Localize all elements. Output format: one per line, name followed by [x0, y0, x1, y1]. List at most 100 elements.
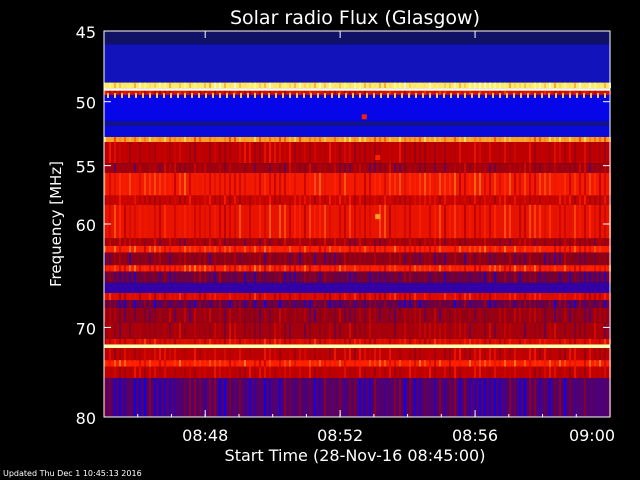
band-texture [589, 195, 591, 205]
band-texture [264, 204, 266, 239]
pulse-mark [534, 92, 536, 98]
band-texture [364, 293, 366, 301]
pulse-mark [541, 92, 543, 98]
band-texture [349, 142, 351, 164]
band-texture [214, 142, 216, 164]
band-texture [454, 271, 456, 283]
band-texture [239, 378, 241, 417]
band-texture [379, 82, 381, 89]
band-texture [129, 271, 131, 283]
band-texture [204, 195, 206, 205]
band-texture [354, 338, 356, 345]
band-texture [584, 271, 586, 283]
band-texture [594, 322, 596, 339]
band-texture [529, 246, 531, 253]
band-texture [244, 246, 246, 253]
band-texture [159, 163, 161, 173]
band-texture [544, 348, 546, 361]
band-texture [489, 338, 491, 345]
y-tick-label: 55 [76, 158, 96, 177]
band-texture [259, 338, 261, 345]
band-texture [524, 366, 526, 379]
band-texture [434, 360, 436, 367]
band-texture [384, 195, 386, 205]
band-texture [494, 271, 496, 283]
band-texture [594, 195, 596, 205]
band-texture [384, 238, 386, 246]
band-texture [199, 360, 201, 367]
band-texture [269, 172, 271, 196]
band-texture [324, 348, 326, 361]
band-texture [329, 293, 331, 301]
band-texture [574, 82, 576, 89]
band-texture [274, 271, 276, 283]
band-texture [349, 195, 351, 205]
band-texture [364, 163, 366, 173]
band-texture [454, 163, 456, 173]
band-texture [149, 136, 151, 143]
band-texture [324, 163, 326, 173]
band-texture [254, 90, 256, 95]
band-texture [574, 378, 576, 417]
band-texture [544, 246, 546, 253]
band-texture [509, 360, 511, 367]
band-texture [579, 265, 581, 272]
band-texture [189, 82, 191, 89]
band-texture [484, 360, 486, 367]
band-texture [219, 348, 221, 361]
band-texture [234, 271, 236, 283]
band-texture [314, 322, 316, 339]
band-texture [484, 307, 486, 323]
band-texture [239, 172, 241, 196]
band-texture [174, 322, 176, 339]
pulse-mark [275, 92, 277, 98]
band-texture [204, 142, 206, 164]
band-texture [149, 252, 151, 266]
band-texture [134, 378, 136, 417]
band-texture [334, 82, 336, 89]
band-texture [269, 378, 271, 417]
band-texture [109, 90, 111, 95]
band-texture [289, 246, 291, 253]
band-texture [369, 136, 371, 143]
pulse-mark [156, 92, 158, 98]
band-texture [464, 348, 466, 361]
band-texture [269, 204, 271, 239]
band-texture [104, 307, 106, 323]
band-texture [484, 252, 486, 266]
band-texture [579, 246, 581, 253]
band-texture [144, 265, 146, 272]
band-texture [264, 82, 266, 89]
band-texture [474, 348, 476, 361]
band-texture [439, 338, 441, 345]
band-texture [384, 172, 386, 196]
frequency-band [104, 136, 610, 143]
band-texture [314, 136, 316, 143]
band-texture [249, 163, 251, 173]
band-texture [484, 82, 486, 89]
band-texture [234, 172, 236, 196]
band-texture [184, 195, 186, 205]
band-texture [279, 293, 281, 301]
band-texture [504, 204, 506, 239]
band-texture [569, 252, 571, 266]
band-texture [264, 271, 266, 283]
band-texture [364, 265, 366, 272]
band-texture [314, 271, 316, 283]
band-texture [469, 195, 471, 205]
band-texture [324, 300, 326, 308]
band-texture [319, 136, 321, 143]
band-texture [219, 265, 221, 272]
band-texture [379, 136, 381, 143]
band-texture [344, 195, 346, 205]
band-texture [454, 82, 456, 89]
band-texture [534, 172, 536, 196]
band-texture [374, 195, 376, 205]
band-texture [334, 322, 336, 339]
band-texture [454, 90, 456, 95]
band-texture [179, 300, 181, 308]
band-texture [519, 338, 521, 345]
band-texture [229, 238, 231, 246]
band-texture [314, 195, 316, 205]
band-texture [429, 271, 431, 283]
